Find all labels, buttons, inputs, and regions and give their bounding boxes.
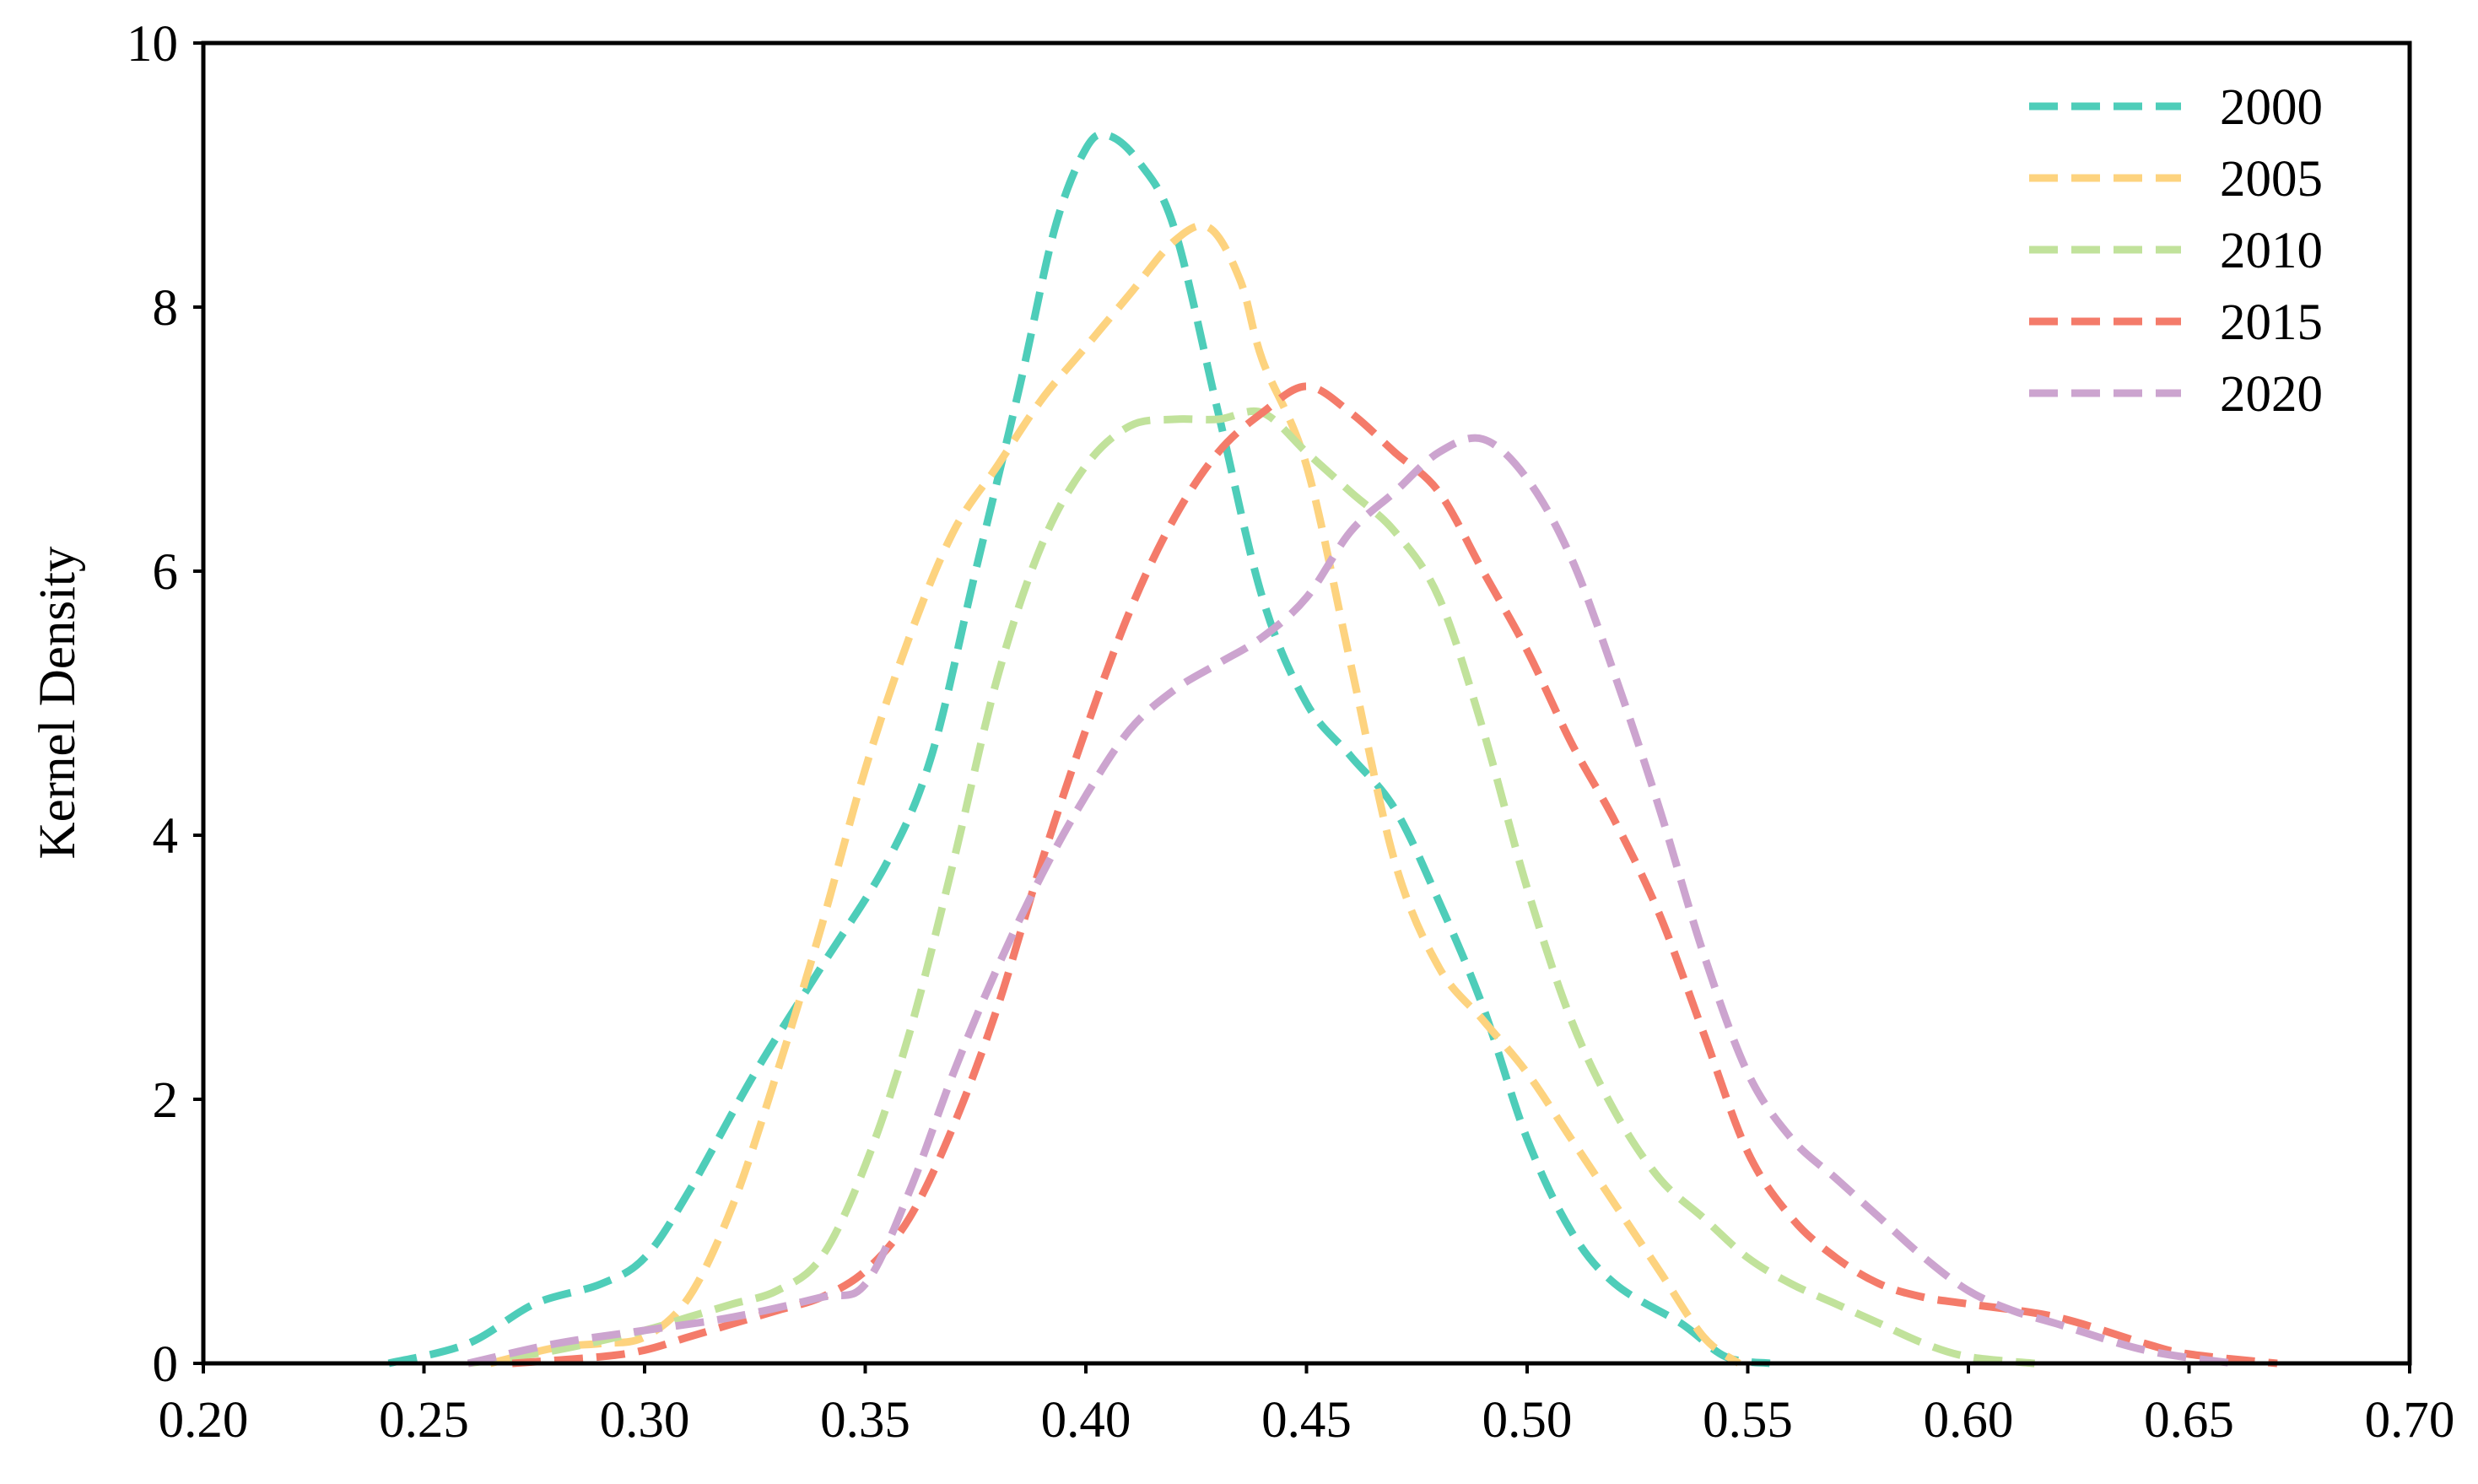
- legend: 2000 2005 2010 2015 2020: [2029, 79, 2323, 423]
- x-tick-label: 0.25: [379, 1392, 469, 1449]
- x-tick-label: 0.45: [1261, 1392, 1352, 1449]
- legend-label: 2010: [2220, 223, 2323, 279]
- y-tick-label: 6: [153, 544, 179, 601]
- x-tick-label: 0.35: [820, 1392, 910, 1449]
- y-tick-label: 10: [127, 16, 178, 73]
- x-tick-label: 0.55: [1703, 1392, 1793, 1449]
- series-line-2020: [467, 434, 2234, 1368]
- legend-item-2015: 2015: [2029, 294, 2323, 351]
- x-tick-label: 0.30: [600, 1392, 690, 1449]
- legend-label: 2020: [2220, 366, 2323, 423]
- legend-label: 2000: [2220, 79, 2323, 136]
- y-tick-label: 2: [153, 1072, 179, 1129]
- legend-label: 2015: [2220, 294, 2323, 351]
- series-line-2005: [489, 221, 1741, 1368]
- legend-item-2005: 2005: [2029, 151, 2323, 208]
- y-tick-label: 8: [153, 280, 179, 337]
- x-tick-label: 0.40: [1041, 1392, 1131, 1449]
- x-tick-label: 0.20: [159, 1392, 249, 1449]
- legend-item-2020: 2020: [2029, 366, 2323, 423]
- x-tick-label: 0.60: [1924, 1392, 2014, 1449]
- legend-item-2010: 2010: [2029, 223, 2323, 279]
- y-tick-label: 0: [153, 1336, 179, 1393]
- x-axis-ticks: 0.20 0.25 0.30 0.35 0.40 0.45 0.50 0.55 0.60 0.65…: [159, 1363, 2455, 1449]
- legend-label: 2005: [2220, 151, 2323, 208]
- x-tick-label: 0.70: [2365, 1392, 2455, 1449]
- series-layer: [387, 130, 2278, 1368]
- legend-item-2000: 2000: [2029, 79, 2323, 136]
- x-tick-label: 0.50: [1482, 1392, 1573, 1449]
- y-tick-label: 4: [153, 808, 179, 865]
- y-axis-ticks: 0 2 4 6 8 10: [127, 16, 203, 1393]
- x-tick-label: 0.65: [2144, 1392, 2234, 1449]
- y-axis-title: Kernel Density: [30, 546, 86, 859]
- series-line-2000: [387, 130, 1771, 1368]
- series-line-2015: [511, 382, 2278, 1368]
